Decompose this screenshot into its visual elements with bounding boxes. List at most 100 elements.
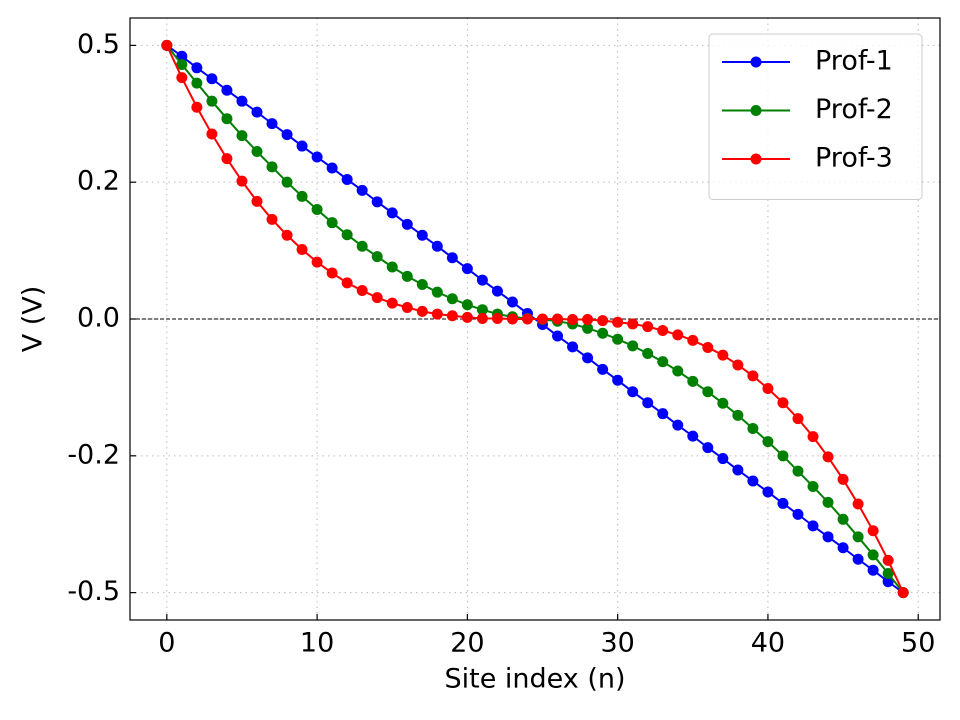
series-marker bbox=[852, 553, 864, 565]
series-marker bbox=[882, 576, 894, 588]
series-marker bbox=[281, 176, 293, 188]
series-marker bbox=[206, 95, 218, 107]
series-marker bbox=[867, 549, 879, 561]
series-marker bbox=[732, 464, 744, 476]
series-marker bbox=[431, 286, 443, 298]
series-marker bbox=[702, 442, 714, 454]
series-marker bbox=[717, 349, 729, 361]
series-marker bbox=[882, 554, 894, 566]
series-marker bbox=[371, 292, 383, 304]
series-marker bbox=[687, 334, 699, 346]
series-marker bbox=[672, 365, 684, 377]
series-marker bbox=[416, 279, 428, 291]
series-marker bbox=[657, 356, 669, 368]
series-marker bbox=[807, 520, 819, 532]
series-marker bbox=[461, 311, 473, 323]
series-marker bbox=[687, 375, 699, 387]
x-tick-label: 50 bbox=[901, 628, 935, 659]
series-marker bbox=[792, 508, 804, 520]
x-tick-label: 0 bbox=[158, 628, 175, 659]
series-marker bbox=[356, 240, 368, 252]
series-marker bbox=[777, 497, 789, 509]
series-marker bbox=[251, 146, 263, 158]
series-marker bbox=[446, 293, 458, 305]
series-marker bbox=[552, 330, 564, 342]
y-tick-label: 0.0 bbox=[77, 303, 120, 334]
series-marker bbox=[702, 341, 714, 353]
series-marker bbox=[416, 305, 428, 317]
series-marker bbox=[416, 229, 428, 241]
series-marker bbox=[672, 419, 684, 431]
series-marker bbox=[176, 59, 188, 71]
series-marker bbox=[281, 129, 293, 141]
series-marker bbox=[672, 329, 684, 341]
y-tick-label: 0.5 bbox=[77, 29, 120, 60]
series-marker bbox=[552, 313, 564, 325]
series-marker bbox=[867, 525, 879, 537]
series-marker bbox=[206, 128, 218, 140]
x-tick-label: 10 bbox=[300, 628, 334, 659]
series-marker bbox=[326, 162, 338, 174]
legend-label: Prof-2 bbox=[815, 94, 893, 125]
series-marker bbox=[521, 313, 533, 325]
series-marker bbox=[792, 465, 804, 477]
series-marker bbox=[837, 513, 849, 525]
series-marker bbox=[266, 161, 278, 173]
series-marker bbox=[792, 413, 804, 425]
series-marker bbox=[822, 496, 834, 508]
series-marker bbox=[852, 498, 864, 510]
series-marker bbox=[206, 73, 218, 85]
series-marker bbox=[762, 383, 774, 395]
series-marker bbox=[747, 475, 759, 487]
plot-frame bbox=[129, 17, 941, 621]
series-marker bbox=[296, 243, 308, 255]
series-marker bbox=[311, 256, 323, 268]
series-marker bbox=[401, 302, 413, 314]
series-marker bbox=[537, 313, 549, 325]
series-marker bbox=[822, 451, 834, 463]
x-axis-label: Site index (n) bbox=[444, 664, 625, 695]
series-marker bbox=[582, 314, 594, 326]
series-marker bbox=[386, 207, 398, 219]
series-marker bbox=[747, 370, 759, 382]
series-marker bbox=[491, 312, 503, 324]
series-marker bbox=[281, 229, 293, 241]
series-marker bbox=[341, 277, 353, 289]
series-marker bbox=[582, 352, 594, 364]
series-marker bbox=[762, 436, 774, 448]
series-marker bbox=[777, 450, 789, 462]
series-marker bbox=[386, 297, 398, 309]
series-marker bbox=[476, 312, 488, 324]
series-marker bbox=[461, 299, 473, 311]
legend-marker bbox=[750, 56, 762, 68]
y-axis-label: V (V) bbox=[18, 286, 49, 353]
series-marker bbox=[341, 229, 353, 241]
series-marker bbox=[867, 564, 879, 576]
series-marker bbox=[401, 270, 413, 282]
series-marker bbox=[506, 296, 518, 308]
series-marker bbox=[191, 62, 203, 74]
legend-label: Prof-3 bbox=[815, 143, 893, 174]
legend-marker bbox=[750, 105, 762, 116]
series-marker bbox=[311, 151, 323, 163]
series-marker bbox=[386, 261, 398, 273]
series-marker bbox=[191, 77, 203, 89]
series-marker bbox=[717, 453, 729, 465]
series-marker bbox=[266, 213, 278, 225]
series-marker bbox=[852, 531, 864, 543]
series-marker bbox=[326, 217, 338, 229]
series-marker bbox=[567, 341, 579, 353]
series-marker bbox=[221, 113, 233, 125]
series-marker bbox=[326, 267, 338, 279]
series-marker bbox=[882, 567, 894, 579]
series-marker bbox=[627, 340, 639, 352]
x-tick-label: 30 bbox=[600, 628, 634, 659]
series-marker bbox=[702, 386, 714, 398]
series-marker bbox=[311, 204, 323, 216]
series-marker bbox=[491, 285, 503, 297]
series-marker bbox=[221, 84, 233, 96]
series-marker bbox=[612, 316, 624, 328]
series-marker bbox=[296, 190, 308, 202]
series-marker bbox=[822, 531, 834, 543]
series-marker bbox=[612, 374, 624, 386]
